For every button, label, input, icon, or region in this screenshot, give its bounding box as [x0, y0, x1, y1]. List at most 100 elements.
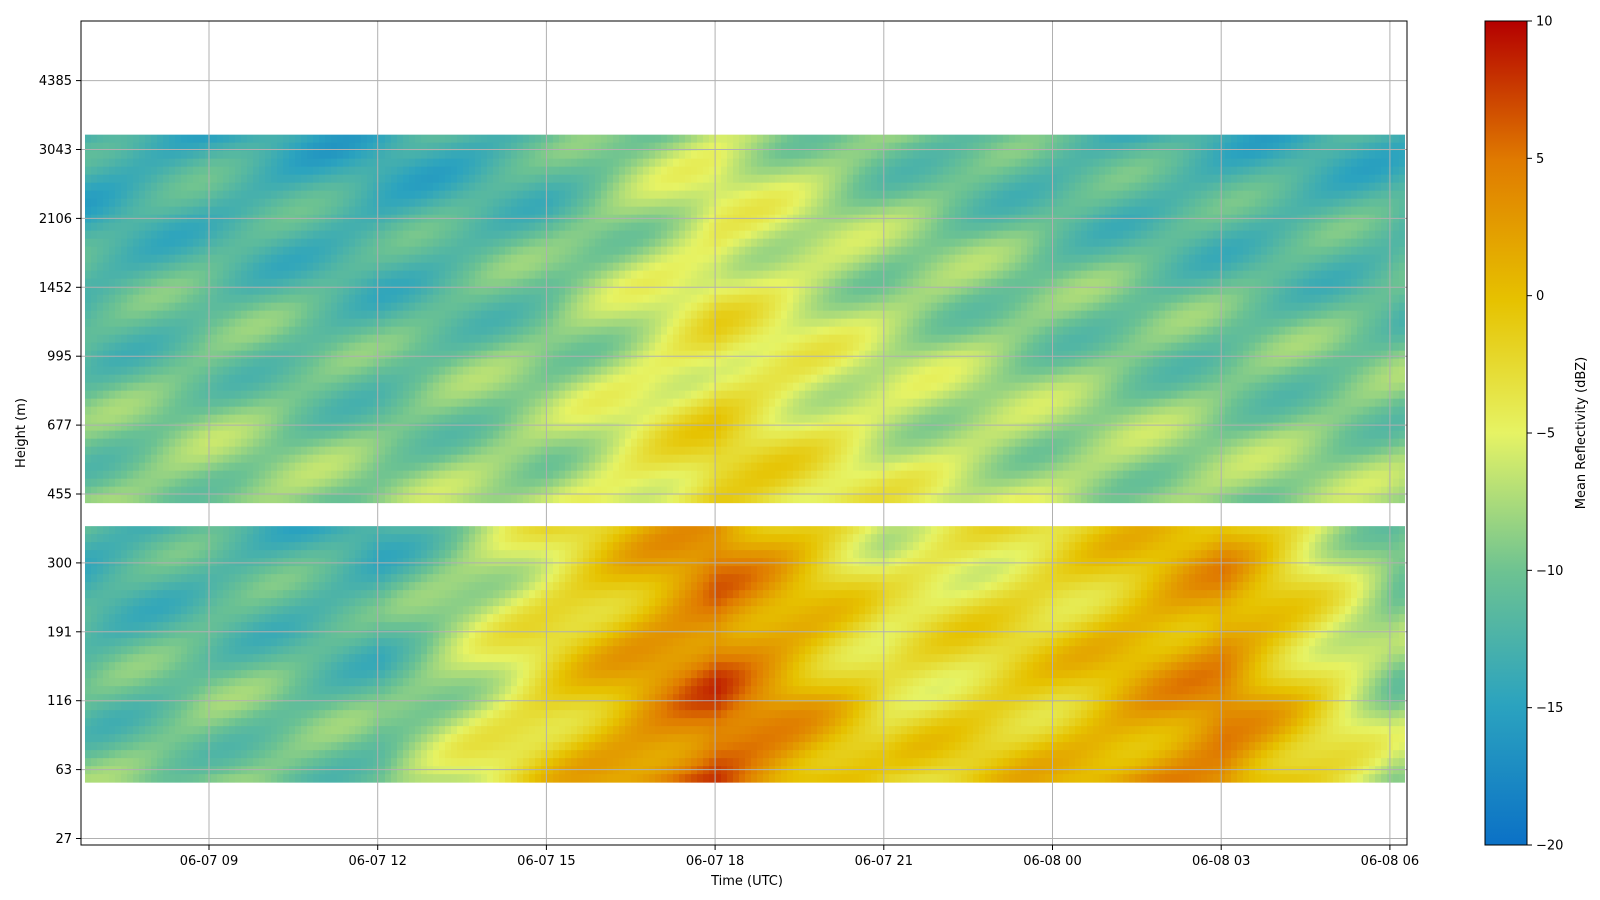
heatmap-cell: [1303, 175, 1309, 184]
heatmap-cell: [505, 247, 511, 256]
heatmap-cell: [409, 223, 415, 232]
heatmap-cell: [481, 207, 487, 216]
heatmap-cell: [319, 287, 325, 296]
heatmap-cell: [355, 191, 361, 200]
heatmap-cell: [295, 135, 301, 144]
heatmap-cell: [595, 135, 601, 144]
heatmap-cell: [343, 207, 349, 216]
heatmap-cell: [235, 247, 241, 256]
heatmap-cell: [991, 255, 997, 263]
heatmap-cell: [325, 199, 331, 208]
heatmap-cell: [775, 199, 781, 208]
heatmap-cell: [271, 183, 277, 192]
heatmap-cell: [973, 311, 979, 320]
heatmap-cell: [799, 199, 805, 208]
heatmap-cell: [859, 303, 865, 312]
heatmap-cell: [103, 247, 109, 256]
heatmap-cell: [601, 135, 607, 144]
heatmap-cell: [229, 151, 235, 160]
heatmap-cell: [157, 223, 163, 232]
heatmap-cell: [1123, 151, 1129, 160]
heatmap-cell: [475, 191, 481, 200]
heatmap-cell: [913, 255, 919, 263]
heatmap-cell: [379, 215, 385, 224]
heatmap-cell: [613, 303, 619, 312]
heatmap-cell: [823, 191, 829, 200]
heatmap-cell: [175, 239, 181, 248]
heatmap-cell: [247, 255, 253, 263]
heatmap-cell: [985, 255, 991, 263]
heatmap-cell: [559, 183, 565, 192]
heatmap-cell: [1351, 223, 1357, 232]
heatmap-cell: [1111, 207, 1117, 216]
heatmap-cell: [379, 295, 385, 304]
heatmap-cell: [889, 271, 895, 280]
heatmap-cell: [961, 231, 967, 240]
heatmap-cell: [1273, 263, 1279, 272]
heatmap-cell: [523, 287, 529, 296]
heatmap-cell: [553, 231, 559, 240]
heatmap-cell: [127, 263, 133, 272]
heatmap-cell: [277, 311, 283, 320]
heatmap-cell: [1015, 151, 1021, 160]
heatmap-cell: [181, 183, 187, 192]
heatmap-cell: [1255, 255, 1261, 263]
heatmap-cell: [1159, 255, 1165, 263]
heatmap-cell: [655, 231, 661, 240]
heatmap-cell: [529, 175, 535, 184]
heatmap-cell: [565, 311, 571, 320]
heatmap-cell: [469, 223, 475, 232]
heatmap-cell: [289, 311, 295, 320]
heatmap-cell: [553, 175, 559, 184]
heatmap-cell: [733, 151, 739, 160]
heatmap-cell: [1213, 255, 1219, 263]
heatmap-cell: [235, 271, 241, 280]
heatmap-cell: [163, 199, 169, 208]
heatmap-cell: [253, 191, 259, 200]
heatmap-cell: [775, 231, 781, 240]
heatmap-cell: [1273, 223, 1279, 232]
heatmap-cell: [799, 207, 805, 216]
heatmap-cell: [415, 135, 421, 144]
heatmap-cell: [187, 295, 193, 304]
heatmap-cell: [1399, 199, 1405, 208]
heatmap-cell: [1219, 191, 1225, 200]
heatmap-cell: [97, 279, 103, 288]
heatmap-cell: [1255, 175, 1261, 184]
heatmap-cell: [151, 231, 157, 240]
heatmap-cell: [1327, 167, 1333, 176]
heatmap-cell: [493, 199, 499, 208]
heatmap-cell: [775, 215, 781, 224]
heatmap-cell: [727, 271, 733, 280]
heatmap-cell: [385, 191, 391, 200]
heatmap-cell: [499, 279, 505, 288]
heatmap-cell: [1177, 303, 1183, 312]
heatmap-cell: [685, 247, 691, 256]
heatmap-cell: [955, 175, 961, 184]
heatmap-cell: [1033, 135, 1039, 144]
heatmap-cell: [1057, 151, 1063, 160]
heatmap-cell: [349, 303, 355, 312]
heatmap-cell: [901, 183, 907, 192]
heatmap-cell: [1117, 199, 1123, 208]
heatmap-cell: [889, 223, 895, 232]
heatmap-cell: [157, 295, 163, 304]
heatmap-cell: [1357, 199, 1363, 208]
heatmap-cell: [1357, 263, 1363, 272]
heatmap-cell: [1315, 183, 1321, 192]
heatmap-cell: [439, 231, 445, 240]
heatmap-cell: [1207, 175, 1213, 184]
heatmap-cell: [979, 183, 985, 192]
heatmap-cell: [757, 223, 763, 232]
heatmap-cell: [343, 231, 349, 240]
heatmap-cell: [481, 279, 487, 288]
heatmap-cell: [163, 303, 169, 312]
heatmap-cell: [1393, 159, 1399, 168]
heatmap-cell: [157, 247, 163, 256]
heatmap-cell: [127, 223, 133, 232]
heatmap-cell: [283, 231, 289, 240]
heatmap-cell: [565, 231, 571, 240]
heatmap-cell: [565, 191, 571, 200]
heatmap-cell: [1177, 175, 1183, 184]
heatmap-cell: [1249, 271, 1255, 280]
